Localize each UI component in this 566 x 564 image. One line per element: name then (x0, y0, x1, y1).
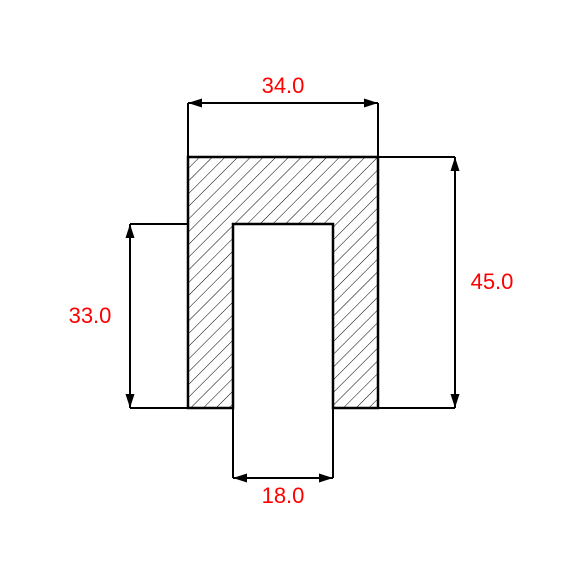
dim-top (188, 103, 378, 157)
dim-label-bottom: 18.0 (262, 483, 305, 509)
dim-label-left: 33.0 (69, 303, 112, 329)
dim-left (130, 224, 188, 408)
drawing-stage: 34.0 45.0 33.0 18.0 (0, 0, 566, 564)
dim-label-top: 34.0 (262, 73, 305, 99)
dim-right (378, 157, 455, 408)
section-profile (188, 157, 378, 408)
dim-label-right: 45.0 (471, 269, 514, 295)
dim-bottom (233, 408, 333, 478)
